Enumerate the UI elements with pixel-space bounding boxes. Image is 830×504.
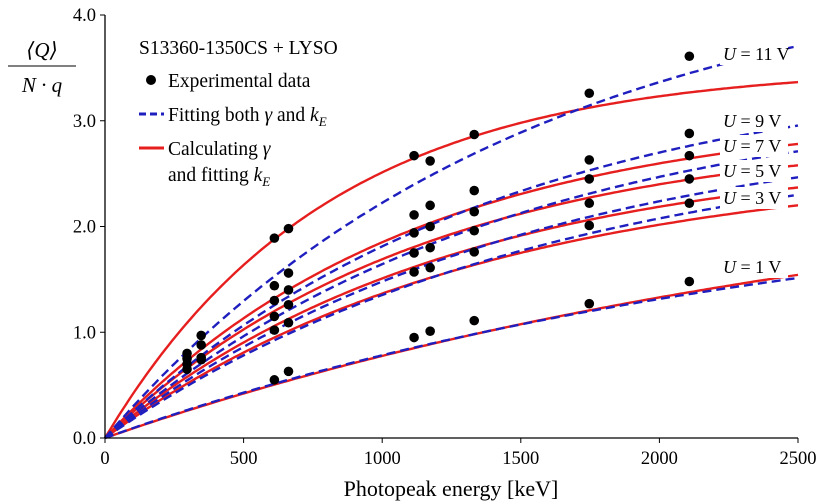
calc-curve	[104, 204, 799, 439]
y-ticks: 0.0 1.0 2.0 3.0 4.0	[73, 6, 105, 449]
calc-curve	[103, 80, 799, 439]
y-tick-label: 4.0	[73, 6, 96, 26]
data-point	[425, 242, 435, 253]
legend-label-calc-line1: Calculating γ	[168, 139, 272, 160]
x-tick-label: 2000	[641, 449, 678, 469]
series-label: U = 11 V	[723, 44, 790, 64]
legend-label-calc-line2: and fitting kE	[168, 165, 270, 189]
series-labels: U = 11 V U = 9 V U = 7 V U = 5 V U = 3 V U = …	[720, 43, 790, 278]
data-point	[425, 262, 435, 273]
data-point	[182, 364, 192, 375]
series-label: U = 3 V	[723, 188, 781, 208]
calc-curve	[104, 273, 799, 440]
y-label-numerator: ⟨Q⟩	[26, 38, 58, 62]
data-point	[684, 51, 695, 62]
series-label-bg	[720, 43, 788, 65]
calc-curve	[104, 186, 799, 439]
data-markers	[182, 51, 695, 385]
data-point	[469, 206, 480, 217]
chart-title: S13360-1350CS + LYSO	[139, 38, 338, 59]
calc-curves	[103, 80, 799, 440]
series-label: U = 7 V	[723, 136, 781, 156]
data-point	[469, 129, 480, 140]
fit-curve	[104, 176, 799, 439]
data-point	[469, 315, 480, 326]
data-point	[584, 88, 595, 99]
data-point	[469, 185, 480, 196]
x-tick-label: 1500	[502, 449, 539, 469]
series-label: U = 9 V	[723, 111, 781, 131]
data-point	[269, 280, 280, 291]
series-label-bg	[720, 110, 788, 132]
x-tick-label: 0	[100, 449, 109, 469]
data-point	[409, 248, 419, 258]
data-point	[684, 174, 695, 184]
calc-curve	[104, 142, 799, 439]
data-point	[425, 221, 435, 232]
series-label-bg	[720, 135, 788, 157]
data-point	[425, 156, 435, 166]
data-point	[584, 174, 595, 184]
data-point	[684, 150, 695, 161]
data-point	[684, 276, 695, 287]
data-point	[283, 317, 294, 328]
legend-label-data: Experimental data	[168, 71, 311, 92]
series-label-bg	[720, 187, 788, 209]
x-tick-label: 1000	[364, 449, 401, 469]
data-point	[584, 198, 595, 209]
data-point	[409, 228, 419, 238]
data-point	[469, 225, 480, 236]
data-point	[283, 285, 294, 295]
x-axis-label: Photopeak energy [keV]	[344, 476, 559, 501]
data-point	[684, 198, 695, 209]
y-tick-label: 3.0	[73, 112, 96, 132]
data-point	[409, 210, 419, 220]
series-label: U = 1 V	[723, 257, 781, 277]
data-point	[425, 326, 435, 336]
data-point	[196, 354, 206, 365]
data-point	[469, 247, 480, 257]
legend-label-fit: Fitting both γ and kE	[168, 105, 327, 129]
fit-curves	[104, 44, 799, 440]
legend-marker-symbol	[146, 75, 156, 85]
fit-curve	[104, 44, 799, 439]
data-point	[409, 267, 419, 277]
data-point	[684, 128, 695, 139]
data-point	[196, 330, 206, 341]
x-tick-label: 2500	[780, 449, 817, 469]
fit-curve	[104, 193, 799, 439]
series-label-bg	[720, 256, 788, 278]
data-point	[283, 223, 294, 234]
data-point	[283, 268, 294, 278]
data-point	[425, 200, 435, 211]
legend: Experimental data Fitting both γ and kE …	[139, 71, 327, 189]
data-point	[196, 340, 206, 350]
data-point	[269, 311, 280, 322]
data-point	[584, 220, 595, 231]
data-point	[269, 295, 280, 306]
fit-curve	[104, 150, 799, 439]
data-point	[283, 366, 294, 377]
data-point	[409, 332, 419, 343]
x-tick-label: 500	[230, 449, 258, 469]
data-point	[409, 150, 419, 161]
series-label-bg	[720, 160, 788, 182]
data-point	[269, 325, 280, 335]
series-label: U = 5 V	[723, 161, 781, 181]
data-point	[269, 233, 280, 243]
data-point	[269, 375, 280, 385]
x-ticks: 0 500 1000 1500 2000 2500	[100, 438, 817, 469]
calc-curve	[104, 164, 799, 439]
y-tick-label: 2.0	[73, 218, 96, 238]
data-point	[283, 299, 294, 310]
y-label-denominator: N · q	[21, 73, 63, 97]
data-point	[584, 298, 595, 309]
y-tick-label: 1.0	[73, 323, 96, 343]
data-point	[584, 155, 595, 165]
y-tick-label: 0.0	[73, 429, 96, 449]
